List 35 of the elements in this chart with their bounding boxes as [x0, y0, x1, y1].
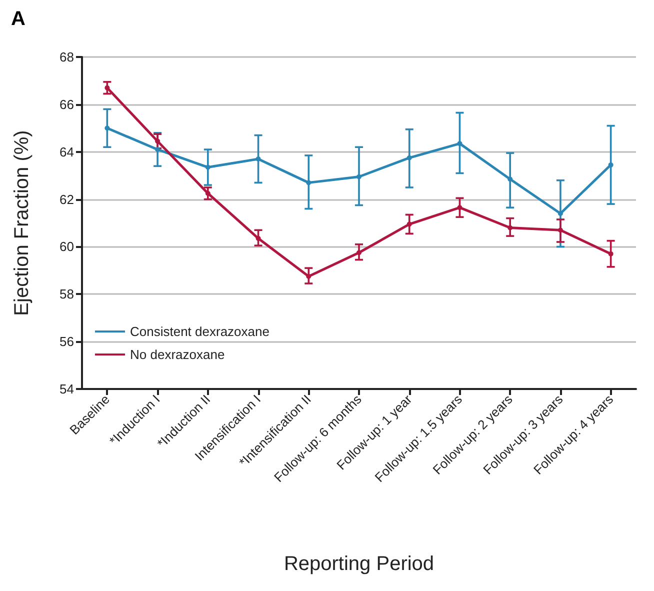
point [508, 176, 513, 182]
y-tick-label: 54 [60, 382, 74, 396]
y-tick-label: 64 [60, 144, 74, 160]
x-axis-title: Reporting Period [284, 553, 434, 575]
y-tick-label: 60 [60, 239, 74, 254]
point [558, 228, 563, 233]
point [558, 211, 563, 216]
y-axis-title: Ejection Fraction (%) [11, 130, 33, 316]
point [306, 274, 312, 279]
y-tick-label: 58 [60, 286, 74, 302]
point [205, 164, 210, 170]
point [457, 141, 462, 146]
point [608, 251, 614, 256]
point [104, 85, 110, 90]
point [508, 225, 513, 230]
legend-label: Consistent dexrazoxane [130, 324, 270, 339]
point [406, 155, 412, 160]
y-tick-label: 62 [60, 192, 74, 207]
y-tick-label: 68 [60, 50, 74, 64]
point [155, 146, 160, 152]
y-tick-label: 56 [60, 334, 74, 350]
point [457, 205, 462, 210]
point [256, 236, 261, 241]
y-tick-label: 66 [60, 96, 74, 112]
point [256, 156, 261, 162]
point [406, 222, 412, 227]
chart-title: A [11, 8, 26, 30]
point [356, 250, 362, 256]
point [155, 138, 160, 144]
legend-label: No dexrazoxane [130, 347, 225, 362]
point [608, 162, 614, 168]
point [306, 180, 312, 186]
point [104, 126, 110, 131]
point [205, 190, 210, 196]
point [356, 174, 362, 180]
